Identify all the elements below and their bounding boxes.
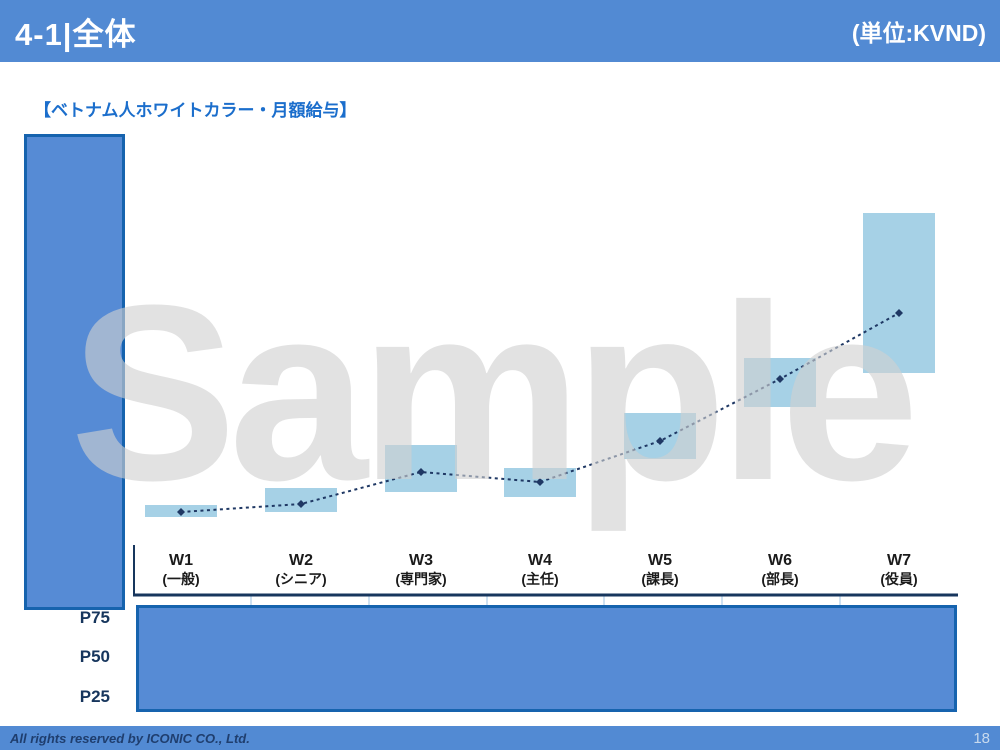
row-header-p25: P25 (79, 687, 110, 706)
x-axis-label-w5: W5 (課長) (641, 552, 679, 587)
x-axis-label-w4: W4 (主任) (521, 552, 559, 587)
page-number: 18 (973, 729, 990, 747)
median-marker-w4 (536, 478, 544, 486)
chart-title: 【ベトナム人ホワイトカラー・月額給与】 (34, 101, 357, 120)
x-axis-label-w1: W1 (一般) (162, 552, 200, 587)
redaction-overlay-table-values (136, 605, 957, 712)
range-bar-w5 (624, 413, 696, 459)
page-title: 4-1|全体 (15, 16, 137, 52)
header-bar: 4-1|全体 (単位:KVND) (0, 0, 1000, 62)
footer-bar: All rights reserved by ICONIC CO., Ltd. … (0, 726, 1000, 750)
redaction-overlay-y-axis (24, 134, 125, 610)
x-axis-label-w6: W6 (部長) (761, 552, 799, 587)
median-marker-w5 (656, 437, 664, 445)
row-header-p75: P75 (79, 608, 110, 627)
unit-label: (単位:KVND) (851, 20, 986, 46)
copyright-text: All rights reserved by ICONIC CO., Ltd. (10, 730, 250, 746)
median-marker-w1 (177, 508, 185, 516)
median-marker-w6 (776, 375, 784, 383)
median-marker-w2 (297, 500, 305, 508)
row-header-p50: P50 (79, 647, 110, 666)
range-bar-w7 (863, 213, 935, 373)
x-axis-label-w3: W3 (専門家) (395, 552, 447, 587)
median-marker-w3 (417, 468, 425, 476)
median-marker-w7 (895, 309, 903, 317)
x-axis-label-w7: W7 (役員) (880, 552, 918, 587)
x-axis-label-w2: W2 (シニア) (275, 552, 327, 587)
